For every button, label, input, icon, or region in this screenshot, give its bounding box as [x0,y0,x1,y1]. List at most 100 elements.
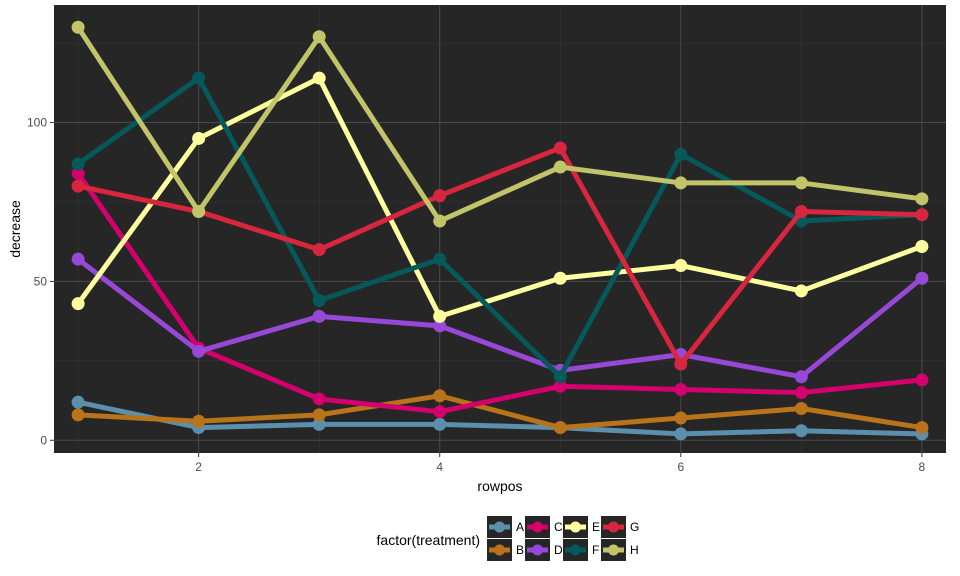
data-point-B [915,421,929,435]
data-point-C [71,166,85,180]
plot-panel [54,5,946,453]
data-point-H [553,160,567,174]
legend-label: C [554,520,563,534]
y-axis: 0 50 100 [27,116,54,447]
x-tick-label: 2 [195,460,202,474]
series-line-F [76,75,923,380]
data-point-A [312,417,326,431]
data-point-H [433,214,447,228]
data-point-D [71,252,85,266]
data-point-H [71,20,85,34]
legend-label: A [516,520,524,534]
data-point-E [915,239,929,253]
data-point-G [553,141,567,155]
series-B [71,389,929,435]
data-point-G [915,208,929,222]
data-point-E [312,71,326,85]
legend-label: E [592,520,600,534]
x-tick-label: 6 [677,460,684,474]
data-point-A [794,424,808,438]
data-point-E [192,131,206,145]
data-point-A [433,417,447,431]
data-point-D [433,319,447,333]
data-point-B [192,414,206,428]
data-point-C [433,405,447,419]
data-point-F [433,252,447,266]
data-point-E [553,271,567,285]
legend-key-point [570,544,581,556]
x-tick-label: 4 [436,460,443,474]
legend-label: G [630,520,639,534]
series-line-H [76,25,923,224]
series-E [71,71,929,323]
data-point-H [674,176,688,190]
series-line-D [76,257,924,380]
data-point-E [433,309,447,323]
data-point-H [192,205,206,219]
data-point-B [433,389,447,403]
data-point-C [794,386,808,400]
x-tick-label: 8 [919,460,926,474]
series-line-C [76,171,923,415]
data-point-E [71,297,85,311]
data-point-F [71,157,85,171]
data-point-E [674,259,688,273]
data-point-F [553,370,567,384]
data-point-G [674,357,688,371]
data-point-H [915,192,929,206]
legend-label: F [592,543,599,557]
legend-key-point [532,521,543,533]
data-point-E [794,284,808,298]
data-point-B [794,402,808,416]
legend-item-D: D [525,539,563,561]
legend-item-F: F [563,539,599,561]
series-H [71,20,929,228]
data-point-C [553,379,567,393]
series-line-A [77,399,922,437]
data-point-H [312,30,326,44]
data-point-B [553,421,567,435]
legend-item-A: A [487,516,524,538]
legend-item-E: E [563,516,600,538]
data-point-B [674,411,688,425]
data-point-C [674,382,688,396]
legend-key-point [608,521,619,533]
data-point-B [312,408,326,422]
series-F [71,71,929,384]
data-point-A [674,427,688,441]
data-point-F [312,293,326,307]
legend-key-point [570,521,581,533]
data-point-H [794,176,808,190]
legend-key-point [494,544,505,556]
data-point-F [674,147,688,161]
data-point-F [192,71,206,85]
data-point-A [71,395,85,409]
series-line-G [77,145,922,367]
data-point-D [915,271,929,285]
legend-label: B [516,543,524,557]
data-point-D [794,370,808,384]
y-tick-label: 0 [40,433,47,447]
data-point-G [71,179,85,193]
data-point-G [312,243,326,257]
legend-item-C: C [525,516,563,538]
series-layer [71,20,929,441]
data-point-G [794,205,808,219]
legend-item-H: H [601,539,639,561]
data-point-G [433,189,447,203]
y-axis-title: decrease [7,200,23,258]
x-axis-title: rowpos [477,478,522,494]
legend-key-point [532,544,543,556]
legend-title: factor(treatment) [377,532,480,548]
data-point-C [915,373,929,387]
legend: factor(treatment) AB CD EF GH [377,516,639,561]
legend-item-G: G [601,516,639,538]
series-line-B [77,393,923,431]
data-point-C [312,392,326,406]
data-point-B [71,408,85,422]
legend-key-point [494,521,505,533]
legend-key-point [608,544,619,556]
legend-label: D [554,543,563,557]
x-axis: 2 4 6 8 [195,453,926,474]
